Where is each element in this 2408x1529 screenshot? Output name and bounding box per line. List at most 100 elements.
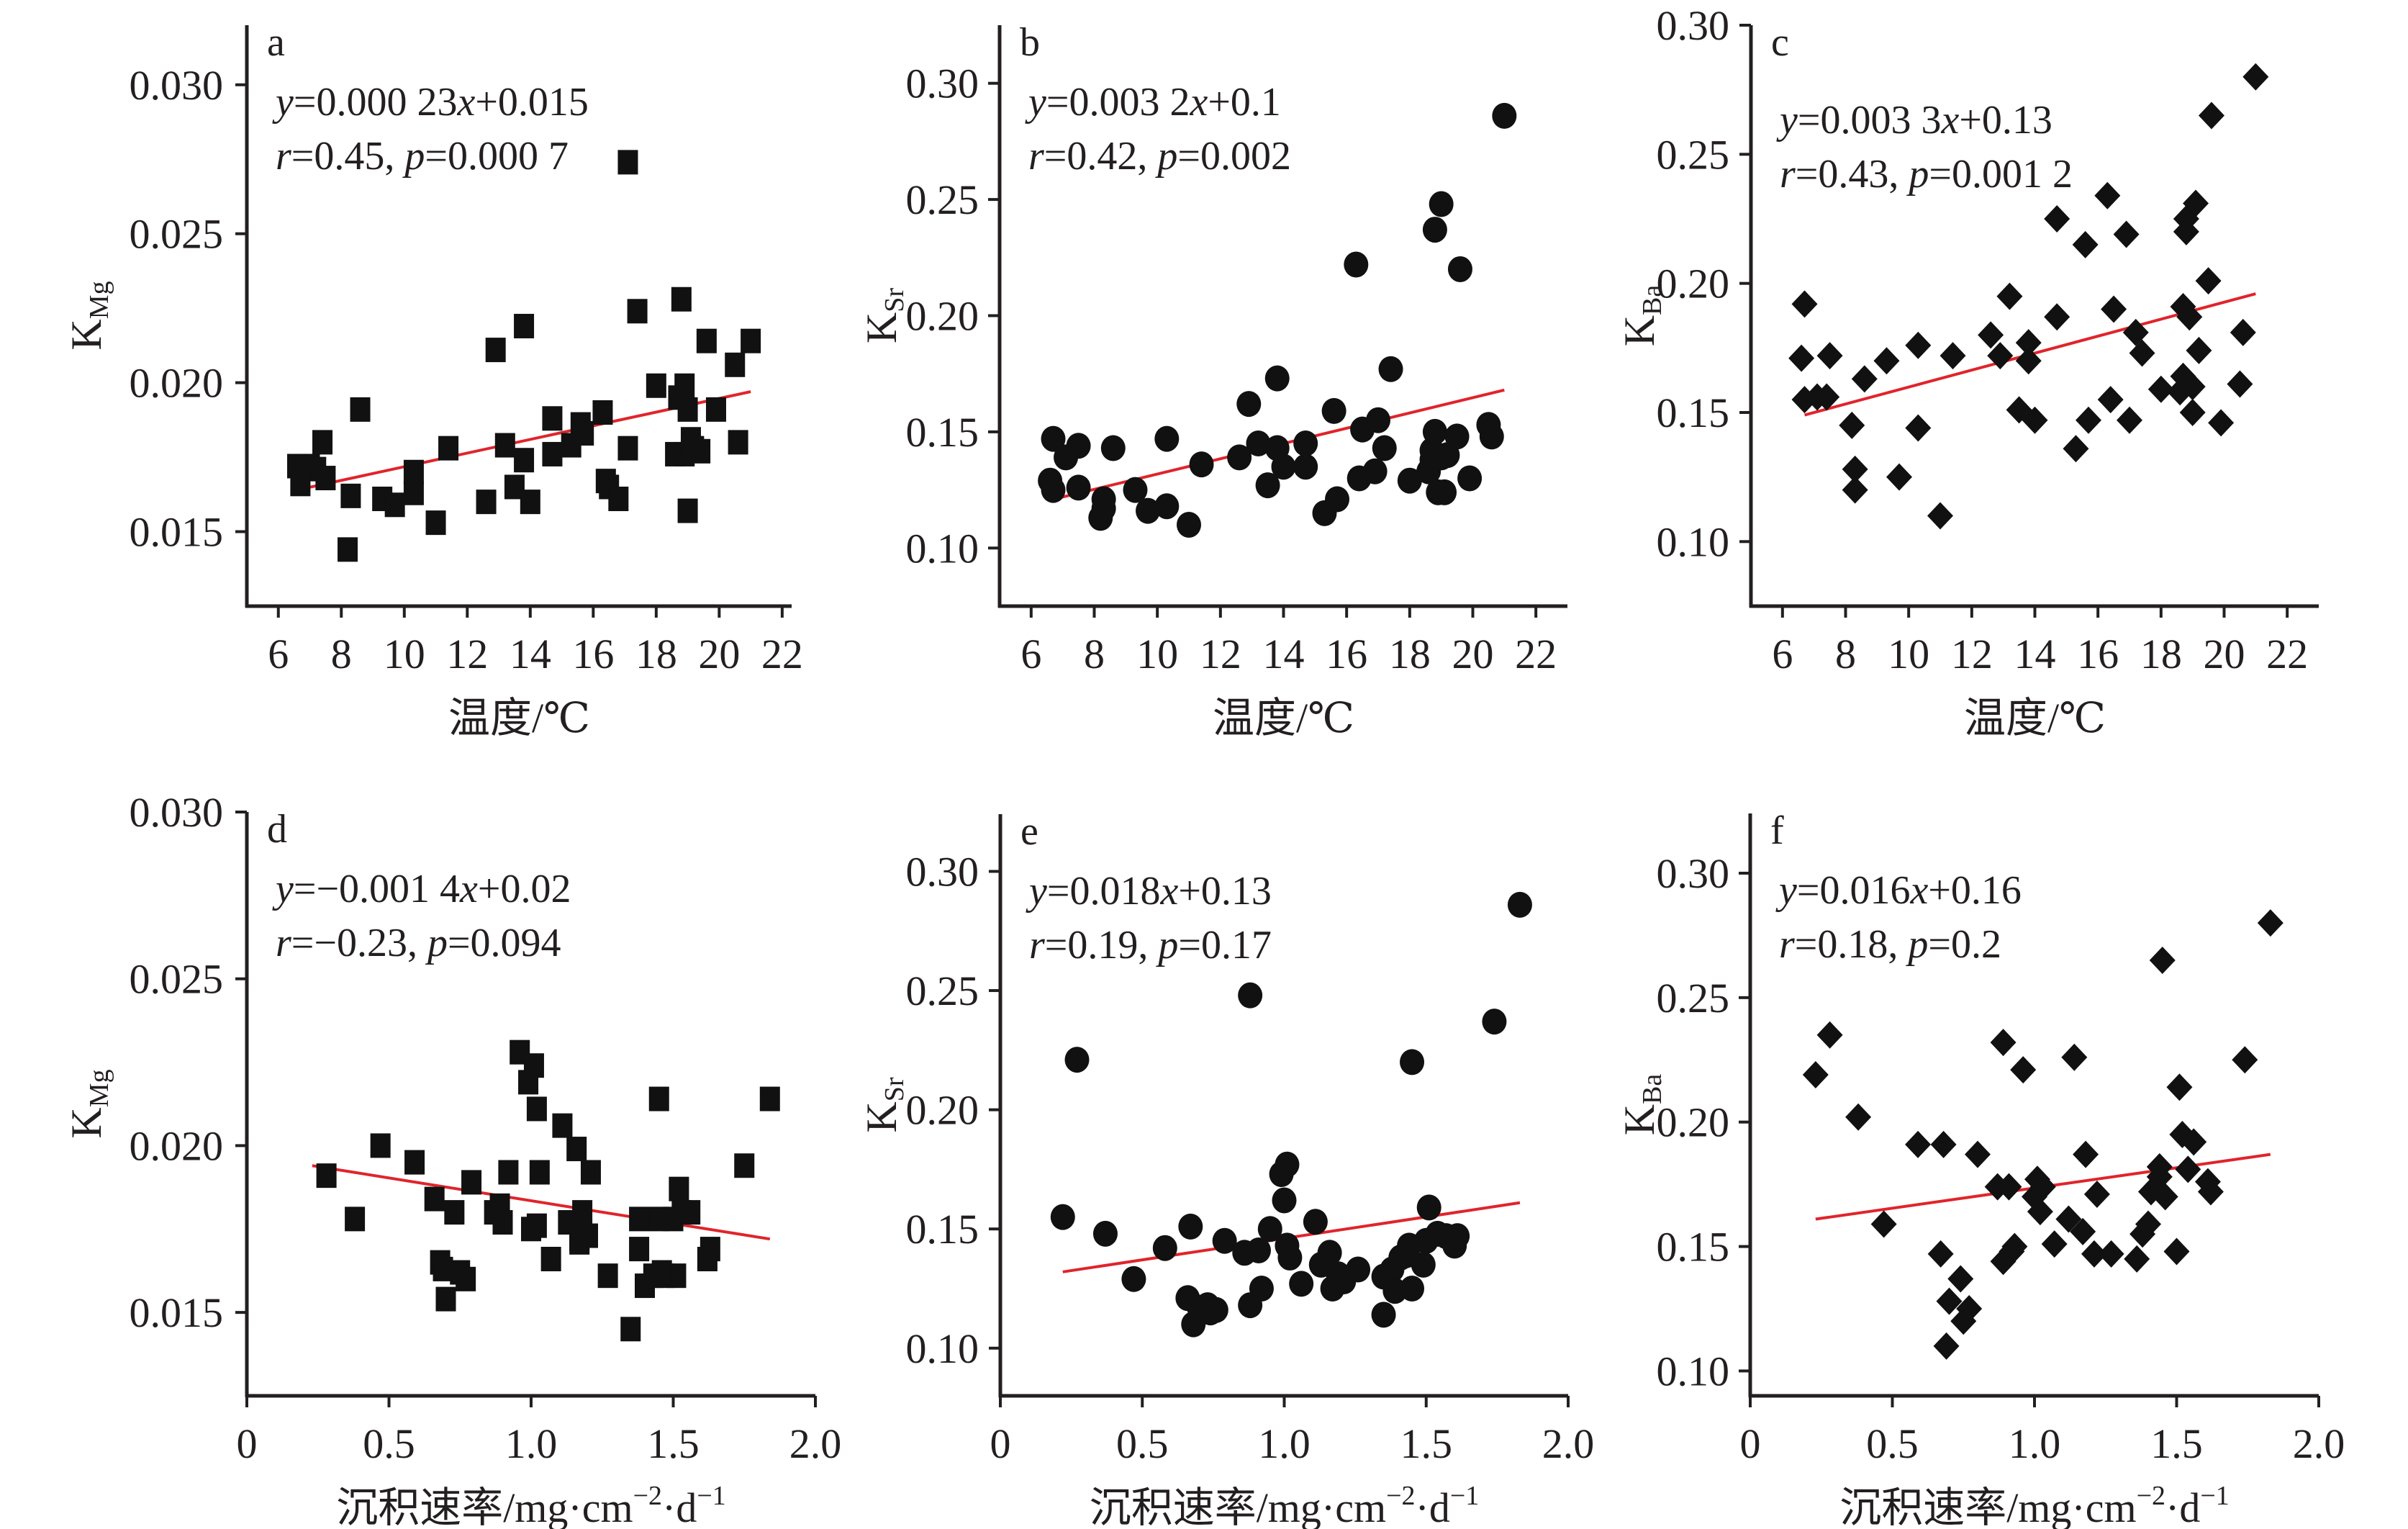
x-tick-label: 1.5 [1400,1420,1453,1467]
data-point-circle [1227,444,1252,471]
data-point-diamond [2044,205,2070,233]
x-axis-title: 温度/℃ [1213,695,1354,741]
eq-x: x [1909,868,1928,913]
y-tick-label: 0.25 [906,968,979,1014]
eq-intercept: +0.13 [1178,869,1272,914]
data-point-square [677,498,698,523]
regression-equation: y=0.003 2x+0.1 [1025,80,1281,125]
y-tick-label: 0.20 [906,1087,979,1134]
y-axis-title: KMg [63,1069,114,1138]
panel-label: e [1020,809,1038,854]
x-tick-label: 0 [990,1420,1011,1467]
x-tick-label: 6 [1772,631,1793,677]
y-axis-title-subscript: Sr [879,1077,910,1101]
data-point-square [651,1260,672,1285]
data-point-diamond [2129,339,2155,367]
eq-y: y [1026,869,1047,914]
eq-x: x [1940,98,1959,143]
data-point-circle [1123,477,1148,503]
x-axis-title: 温度/℃ [1964,695,2106,741]
x-tick-label: 8 [1835,631,1856,677]
panel-a: 6 8 10 12 14 16 18 20 220.0150.0200.0250.030ay=0… [63,20,803,741]
data-point-circle [1429,191,1454,217]
data-point-diamond [2186,336,2212,364]
data-point-diamond [2117,406,2142,434]
data-point-circle [1041,477,1066,503]
data-point-diamond [2124,1245,2150,1273]
data-point-square [578,1223,598,1248]
data-point-circle [1212,1227,1237,1254]
data-point-square [629,1237,650,1262]
data-point-square [542,441,563,466]
y-tick-label: 0.30 [906,848,979,895]
x-axis-title-mid: ·d [2165,1484,2200,1529]
y-axis-title-subscript: Mg [84,281,114,319]
correlation-stats: r=−0.23, p=0.094 [276,921,561,965]
data-point-diamond [2230,318,2256,346]
data-point-circle [1154,493,1180,520]
data-point-diamond [2183,189,2209,217]
stat-r-value: =−0.23, [291,921,427,965]
data-point-diamond [1842,476,1868,504]
data-point-square [608,487,629,512]
data-point-diamond [2166,1073,2193,1101]
data-point-circle [1344,251,1369,278]
y-tick-label: 0.15 [906,1206,979,1253]
data-point-circle [1293,430,1318,457]
data-point-diamond [1905,1130,1932,1158]
stat-r-value: =0.19, [1045,923,1159,968]
eq-intercept: +0.015 [475,80,589,125]
stat-p: p [1905,922,1928,967]
data-point-square [403,480,424,505]
data-point-diamond [2083,1180,2110,1208]
regression-equation: y=0.003 3x+0.13 [1776,98,2052,143]
data-point-square [523,1053,544,1078]
y-tick-label: 0.20 [1657,1099,1730,1146]
data-point-square [312,430,333,455]
x-tick-label: 16 [2077,631,2119,677]
stat-p: p [1906,152,1929,197]
data-point-circle [1400,1275,1425,1302]
y-axis-title: KBa [1616,1074,1667,1136]
data-point-diamond [1845,1103,1872,1131]
y-tick-label: 0.25 [1657,975,1730,1021]
y-tick-label: 0.025 [130,956,224,1003]
stat-p: p [402,134,425,179]
data-point-diamond [1933,1332,1960,1360]
data-point-diamond [1956,1294,1983,1322]
stat-r: r [1779,922,1795,967]
regression-equation: y=0.000 23x+0.015 [272,80,589,125]
data-point-square [669,1176,689,1201]
data-point-diamond [2232,1046,2258,1074]
eq-y: y [1775,868,1797,913]
x-tick-label: 10 [1136,631,1178,677]
data-point-circle [1203,1296,1228,1323]
data-point-diamond [2076,406,2102,434]
data-point-circle [1479,423,1504,450]
data-point-square [520,490,540,515]
data-point-circle [1177,512,1201,538]
x-axis-title: 沉积速率/mg·cm−2·d−1 [1839,1481,2230,1529]
x-axis-title-sup: −1 [1450,1481,1479,1511]
data-point-square [674,373,695,398]
data-point-diamond [2197,1178,2224,1206]
eq-slope: =−0.001 4 [294,867,460,911]
data-point-circle [1371,1302,1396,1328]
eq-x: x [1189,80,1208,125]
data-point-circle [1346,1256,1371,1283]
data-point-square [700,1237,720,1262]
data-point-square [648,1086,669,1111]
data-point-square [492,1210,513,1235]
y-tick-label: 0.15 [906,409,979,456]
data-point-diamond [2070,1217,2096,1245]
x-tick-label: 1.0 [505,1420,558,1467]
data-point-circle [1457,465,1483,492]
data-point-diamond [2257,909,2283,937]
y-axis-title: KSr [858,1077,910,1132]
data-point-diamond [2176,303,2203,331]
data-point-square [340,483,361,508]
x-tick-label: 6 [268,631,289,677]
data-point-diamond [2022,406,2048,434]
stat-r: r [276,134,291,179]
data-point-diamond [1939,342,1966,370]
